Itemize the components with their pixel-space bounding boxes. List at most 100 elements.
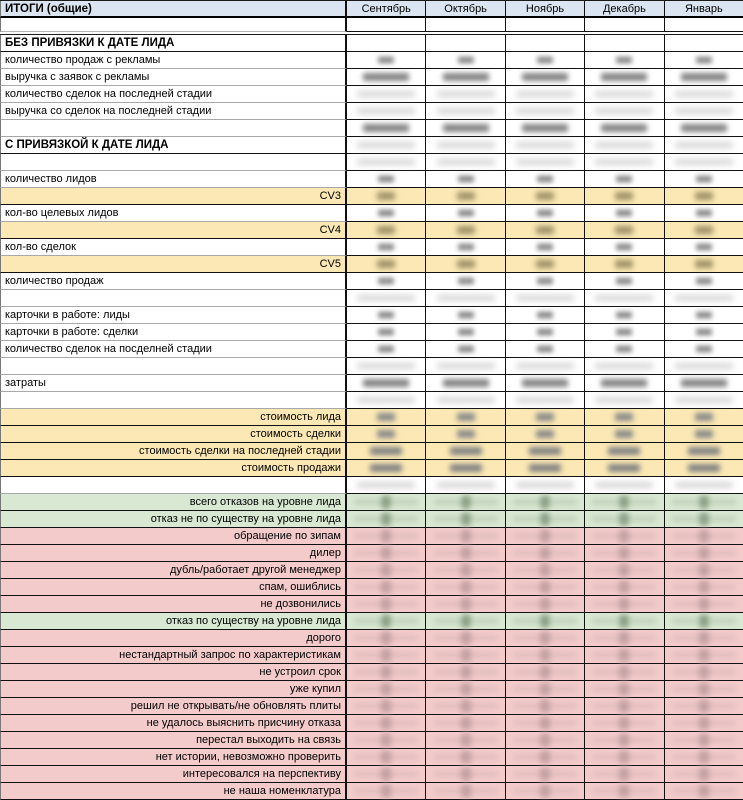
value-cell-redacted[interactable] xyxy=(664,579,743,596)
value-cell-redacted[interactable] xyxy=(664,375,743,392)
value-cell-redacted[interactable] xyxy=(664,477,743,494)
value-cell-redacted[interactable] xyxy=(505,307,586,324)
value-cell-redacted[interactable] xyxy=(505,154,586,171)
row-label[interactable]: CV4 xyxy=(0,222,347,239)
value-cell-redacted[interactable] xyxy=(664,647,743,664)
value-cell-redacted[interactable] xyxy=(347,596,427,613)
value-cell-redacted[interactable] xyxy=(664,630,743,647)
value-cell-redacted[interactable] xyxy=(505,511,586,528)
value-cell-redacted[interactable] xyxy=(426,35,506,52)
value-cell-redacted[interactable] xyxy=(664,392,743,409)
value-cell-redacted[interactable] xyxy=(426,579,506,596)
value-cell-redacted[interactable] xyxy=(347,273,427,290)
row-label[interactable]: карточки в работе: лиды xyxy=(0,307,347,324)
value-cell-redacted[interactable] xyxy=(426,103,506,120)
value-cell-redacted[interactable] xyxy=(585,579,665,596)
row-label[interactable]: количество продаж с рекламы xyxy=(0,52,347,69)
value-cell-redacted[interactable] xyxy=(585,494,665,511)
value-cell-redacted[interactable] xyxy=(426,256,506,273)
row-label[interactable]: выручка со сделок на последней стадии xyxy=(0,103,347,120)
value-cell-redacted[interactable] xyxy=(505,647,586,664)
value-cell-redacted[interactable] xyxy=(426,409,506,426)
value-cell-redacted[interactable] xyxy=(664,545,743,562)
value-cell-redacted[interactable] xyxy=(347,732,427,749)
value-cell-redacted[interactable] xyxy=(585,324,665,341)
value-cell-redacted[interactable] xyxy=(347,783,427,800)
value-cell-redacted[interactable] xyxy=(347,698,427,715)
value-cell-redacted[interactable] xyxy=(585,545,665,562)
value-cell-redacted[interactable] xyxy=(585,392,665,409)
value-cell-redacted[interactable] xyxy=(347,443,427,460)
value-cell-redacted[interactable] xyxy=(664,596,743,613)
row-label[interactable] xyxy=(0,120,347,137)
value-cell-redacted[interactable] xyxy=(426,426,506,443)
value-cell-redacted[interactable] xyxy=(347,681,427,698)
value-cell-redacted[interactable] xyxy=(347,715,427,732)
value-cell-redacted[interactable] xyxy=(664,239,743,256)
value-cell-redacted[interactable] xyxy=(664,18,743,32)
value-cell-redacted[interactable] xyxy=(585,358,665,375)
row-label[interactable]: не дозвонились xyxy=(0,596,347,613)
value-cell-redacted[interactable] xyxy=(347,35,427,52)
row-label[interactable]: стоимость лида xyxy=(0,409,347,426)
value-cell-redacted[interactable] xyxy=(347,239,427,256)
value-cell-redacted[interactable] xyxy=(426,443,506,460)
row-label[interactable] xyxy=(0,18,347,32)
value-cell-redacted[interactable] xyxy=(426,562,506,579)
value-cell-redacted[interactable] xyxy=(426,783,506,800)
row-label[interactable]: обращение по зипам xyxy=(0,528,347,545)
value-cell-redacted[interactable] xyxy=(585,239,665,256)
value-cell-redacted[interactable] xyxy=(664,171,743,188)
column-header-month[interactable]: Октябрь xyxy=(426,1,506,18)
value-cell-redacted[interactable] xyxy=(585,647,665,664)
value-cell-redacted[interactable] xyxy=(664,256,743,273)
value-cell-redacted[interactable] xyxy=(505,766,586,783)
row-label[interactable]: дилер xyxy=(0,545,347,562)
value-cell-redacted[interactable] xyxy=(347,358,427,375)
value-cell-redacted[interactable] xyxy=(664,86,743,103)
row-label[interactable]: перестал выходить на связь xyxy=(0,732,347,749)
value-cell-redacted[interactable] xyxy=(347,749,427,766)
value-cell-redacted[interactable] xyxy=(585,18,665,32)
value-cell-redacted[interactable] xyxy=(585,103,665,120)
value-cell-redacted[interactable] xyxy=(505,494,586,511)
value-cell-redacted[interactable] xyxy=(505,35,586,52)
value-cell-redacted[interactable] xyxy=(347,86,427,103)
value-cell-redacted[interactable] xyxy=(585,698,665,715)
value-cell-redacted[interactable] xyxy=(585,188,665,205)
value-cell-redacted[interactable] xyxy=(426,324,506,341)
value-cell-redacted[interactable] xyxy=(505,749,586,766)
value-cell-redacted[interactable] xyxy=(347,630,427,647)
value-cell-redacted[interactable] xyxy=(585,86,665,103)
row-label[interactable]: дорого xyxy=(0,630,347,647)
value-cell-redacted[interactable] xyxy=(664,511,743,528)
value-cell-redacted[interactable] xyxy=(664,749,743,766)
value-cell-redacted[interactable] xyxy=(664,358,743,375)
value-cell-redacted[interactable] xyxy=(426,545,506,562)
value-cell-redacted[interactable] xyxy=(347,409,427,426)
value-cell-redacted[interactable] xyxy=(426,749,506,766)
value-cell-redacted[interactable] xyxy=(664,766,743,783)
value-cell-redacted[interactable] xyxy=(426,698,506,715)
value-cell-redacted[interactable] xyxy=(585,154,665,171)
value-cell-redacted[interactable] xyxy=(585,290,665,307)
value-cell-redacted[interactable] xyxy=(585,120,665,137)
value-cell-redacted[interactable] xyxy=(585,749,665,766)
value-cell-redacted[interactable] xyxy=(505,732,586,749)
value-cell-redacted[interactable] xyxy=(505,239,586,256)
value-cell-redacted[interactable] xyxy=(347,766,427,783)
value-cell-redacted[interactable] xyxy=(426,273,506,290)
value-cell-redacted[interactable] xyxy=(347,120,427,137)
value-cell-redacted[interactable] xyxy=(664,154,743,171)
value-cell-redacted[interactable] xyxy=(426,18,506,32)
value-cell-redacted[interactable] xyxy=(664,222,743,239)
value-cell-redacted[interactable] xyxy=(426,290,506,307)
value-cell-redacted[interactable] xyxy=(505,460,586,477)
value-cell-redacted[interactable] xyxy=(426,392,506,409)
row-label[interactable]: не устроил срок xyxy=(0,664,347,681)
value-cell-redacted[interactable] xyxy=(347,18,427,32)
value-cell-redacted[interactable] xyxy=(505,528,586,545)
value-cell-redacted[interactable] xyxy=(585,375,665,392)
row-label[interactable] xyxy=(0,358,347,375)
value-cell-redacted[interactable] xyxy=(585,52,665,69)
